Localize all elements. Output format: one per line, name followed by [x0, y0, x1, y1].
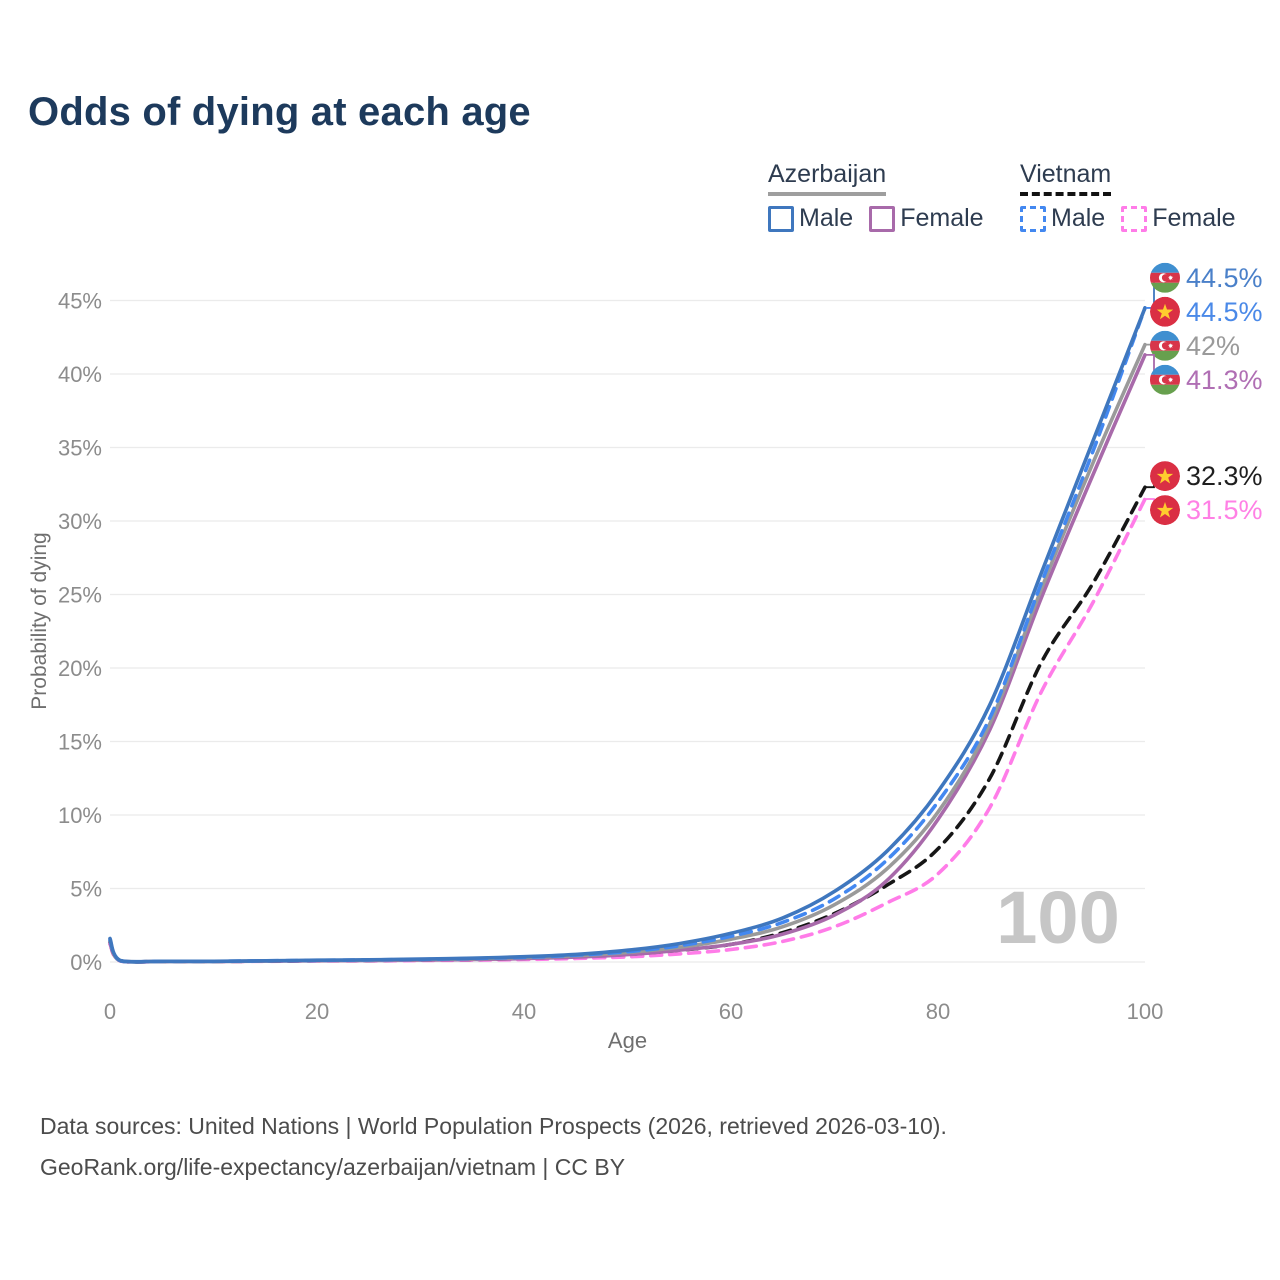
page-title: Odds of dying at each age — [28, 90, 531, 134]
y-tick-label: 10% — [58, 803, 102, 828]
legend-item-label: Female — [900, 204, 984, 232]
azerbaijan-flag-icon — [1150, 364, 1180, 395]
legend-item-vietnam-male[interactable]: Male — [1020, 204, 1105, 233]
footer-attribution-link[interactable]: GeoRank.org/life-expectancy/azerbaijan/v… — [40, 1154, 626, 1180]
legend: Azerbaijan Male Female Vietnam Male — [0, 160, 1280, 250]
y-tick-label: 30% — [58, 509, 102, 534]
y-tick-label: 25% — [58, 583, 102, 608]
y-tick-label: 45% — [58, 289, 102, 314]
x-tick-label: 20 — [305, 999, 329, 1024]
y-tick-label: 5% — [70, 877, 102, 902]
end-value-label-vietnam: 32.3% — [1186, 461, 1263, 491]
footer: Data sources: United Nations | World Pop… — [40, 1106, 947, 1188]
legend-item-azerbaijan-female[interactable]: Female — [869, 204, 984, 233]
x-axis-title: Age — [608, 1028, 647, 1053]
vietnam-flag-icon — [1150, 296, 1180, 327]
end-value-label-azerbaijan-male: 44.5% — [1186, 263, 1263, 293]
vietnam-male-swatch-icon — [1020, 205, 1046, 232]
x-tick-label: 60 — [719, 999, 743, 1024]
series-line-azerbaijan-male — [108, 306, 1147, 964]
y-tick-label: 20% — [58, 656, 102, 681]
legend-country-azerbaijan[interactable]: Azerbaijan — [768, 160, 887, 196]
end-value-label-vietnam-female: 31.5% — [1186, 495, 1263, 525]
series-line-vietnam-male — [108, 306, 1147, 964]
vietnam-flag-icon — [1150, 495, 1180, 526]
legend-item-label: Male — [799, 204, 854, 232]
legend-group-azerbaijan: Azerbaijan Male Female — [768, 160, 984, 233]
end-value-label-azerbaijan: 42% — [1186, 331, 1240, 361]
azerbaijan-female-swatch-icon — [869, 205, 896, 232]
legend-country-vietnam[interactable]: Vietnam — [1020, 160, 1112, 196]
x-tick-label: 80 — [926, 999, 950, 1024]
vietnam-female-swatch-icon — [1121, 205, 1148, 232]
legend-items-vietnam: Male Female — [1020, 204, 1236, 233]
y-tick-label: 0% — [70, 950, 102, 975]
x-tick-label: 0 — [104, 999, 116, 1024]
azerbaijan-flag-icon — [1150, 330, 1180, 361]
y-axis-title: Probability of dying — [28, 532, 51, 709]
end-value-label-vietnam-male: 44.5% — [1186, 297, 1263, 327]
x-tick-label: 100 — [1127, 999, 1164, 1024]
legend-item-label: Male — [1051, 204, 1106, 232]
azerbaijan-flag-icon — [1150, 262, 1180, 293]
end-value-label-azerbaijan-female: 41.3% — [1186, 365, 1263, 395]
series-line-azerbaijan — [108, 342, 1147, 964]
x-tick-label: 40 — [512, 999, 536, 1024]
legend-item-label: Female — [1152, 204, 1236, 232]
footer-data-sources: Data sources: United Nations | World Pop… — [40, 1113, 947, 1139]
legend-items-azerbaijan: Male Female — [768, 204, 984, 233]
vietnam-flag-icon — [1150, 461, 1180, 492]
y-tick-label: 35% — [58, 436, 102, 461]
series-line-azerbaijan-female — [108, 353, 1147, 964]
y-tick-label: 40% — [58, 362, 102, 387]
legend-item-azerbaijan-male[interactable]: Male — [768, 204, 853, 233]
watermark-age-100: 100 — [996, 876, 1119, 959]
legend-item-vietnam-female[interactable]: Female — [1121, 204, 1236, 233]
legend-group-vietnam: Vietnam Male Female — [1020, 160, 1236, 233]
y-tick-label: 15% — [58, 730, 102, 755]
azerbaijan-male-swatch-icon — [768, 205, 794, 232]
